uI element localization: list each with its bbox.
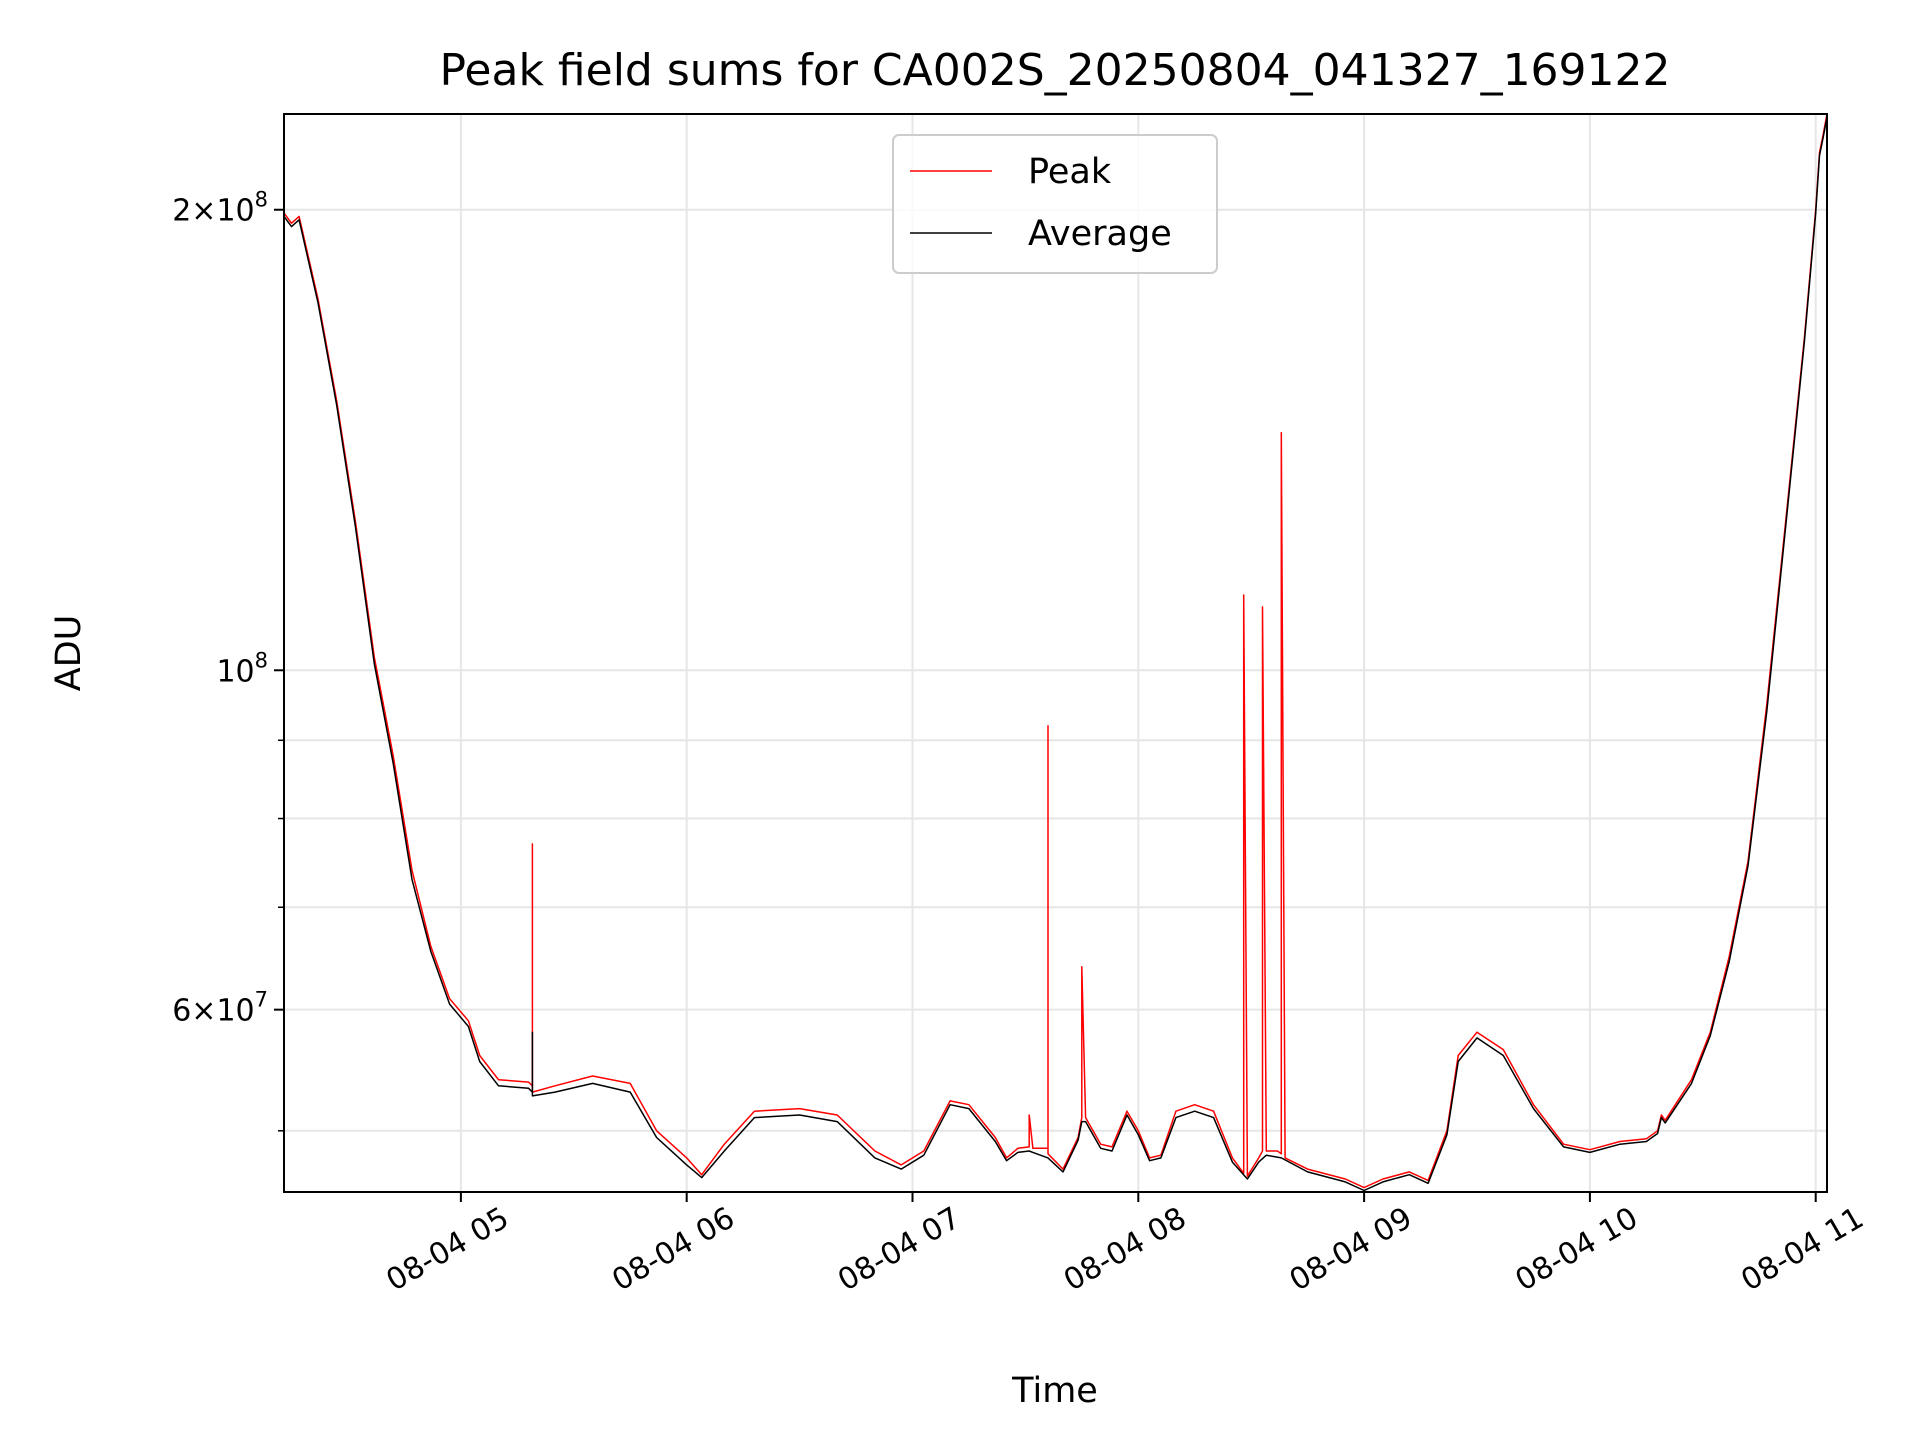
chart-title: Peak field sums for CA002S_20250804_0413… [439, 45, 1670, 96]
plot-frame [283, 113, 1828, 1193]
series-line-average [284, 116, 1827, 1192]
y-axis-label: ADU [49, 615, 89, 692]
legend: Peak Average [892, 134, 1218, 274]
y-tick-label: 108 [216, 648, 268, 689]
series-group [284, 114, 1827, 1192]
y-tick-label: 6×107 [172, 988, 268, 1029]
legend-label-average: Average [1028, 214, 1172, 254]
y-tick-label: 2×108 [172, 188, 268, 229]
series-line-peak [284, 114, 1827, 1189]
legend-box [892, 134, 1218, 274]
legend-label-peak: Peak [1028, 152, 1112, 192]
x-axis-label: Time [1011, 1371, 1098, 1411]
